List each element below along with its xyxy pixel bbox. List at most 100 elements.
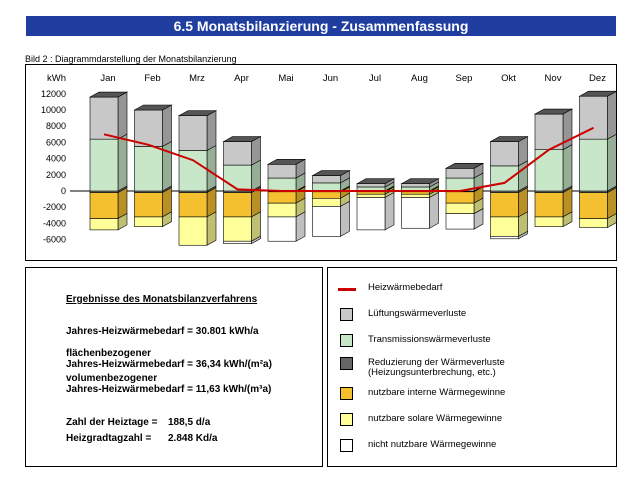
x-tick-label: Sep [456,73,473,84]
heating-days-label: Zahl der Heiztage = [66,417,158,428]
bar-segment-gain [534,192,564,218]
legend-label: Lüftungswärmeverluste [368,308,467,319]
legend-label-line2: (Heizungsunterbrechung, etc.) [368,367,496,378]
bar-top-top [578,90,616,97]
x-tick-label: Mai [278,73,293,84]
legend-item-reduzierung: Reduzierung der Wärmeverluste (Heizungsu… [338,357,608,378]
bar-segment-loss-side [117,91,128,140]
bar-top-top [266,158,307,165]
x-tick-label: Mrz [189,73,205,84]
bar-segment-loss-side [206,144,217,192]
bar-segment-gain-side [117,187,128,220]
bar-top-top [400,178,440,185]
bar-segment-loss-side [162,140,172,192]
bar-top-top [222,136,262,142]
y-axis-unit: kWh [47,73,66,84]
degree-days-value: 2.848 Kd/a [168,433,218,444]
x-tick-label: Nov [545,73,562,84]
y-tick-label: 4000 [46,154,66,164]
bar-segment-loss [312,175,341,184]
legend-label-line1: Reduzierung der Wärmeverluste [368,357,505,368]
bar-segment-gain-side [429,191,439,229]
bar-segment-loss [223,141,252,166]
legend-label: nutzbare solare Wärmegewinne [368,413,503,424]
bar-top-top [311,170,351,176]
bar-segment-gain [534,216,564,227]
area-related-label: flächenbezogener [66,348,152,359]
legend-line-swatch [338,288,356,291]
x-tick-label: Apr [234,73,249,84]
bar-segment-loss [534,113,564,150]
degree-days-label: Heizgradtagzahl = [66,433,152,444]
chart-caption: Bild 2 : Diagrammdarstellung der Monatsb… [25,54,237,64]
x-tick-label: Dez [589,73,606,84]
legend-label: nutzbare interne Wärmegewinne [368,387,506,398]
x-tick-label: Jun [323,73,338,84]
bar-segment-gain [134,192,163,218]
legend-item-intern: nutzbare interne Wärmegewinne [338,387,608,407]
bar-segment-loss [312,182,341,192]
bar-segment-gain-side [607,187,616,220]
bar-segment-gain [223,192,252,218]
legend-swatch [340,439,353,452]
page-header: 6.5 Monatsbilanzierung - Zusammenfassung [26,16,616,36]
legend-label: Heizwärmebedarf [368,282,443,293]
bar-segment-gain [89,218,119,231]
y-tick-label: 8000 [46,121,66,131]
bar-segment-loss [89,96,119,140]
x-tick-label: Okt [501,73,516,84]
bar-segment-loss-side [162,104,172,147]
bar-segment-gain [401,191,430,195]
bar-segment-gain [134,216,163,227]
x-tick-label: Feb [144,73,160,84]
legend-item-transmission: Transmissionswärmeverluste [338,334,608,354]
bar-segment-gain [312,191,341,199]
y-tick-label: -4000 [43,218,66,228]
bar-top-top [177,110,218,116]
bar-segment-loss [267,177,297,192]
bar-segment-loss-side [117,133,128,192]
bar-segment-loss-side [607,91,616,140]
x-tick-label: Jul [369,73,381,84]
bar-segment-gain [490,192,519,218]
chart-panel: kWh 12000 -6000 -4000 -2000 0 2000 4000 6000 8000… [25,64,617,261]
results-panel: Ergebnisse des Monatsbilanzverfahrens Ja… [25,267,323,467]
x-tick-label: Aug [411,73,428,84]
bar-segment-gain [356,193,386,198]
bar-segment-gain [267,216,297,242]
legend-item-solar: nutzbare solare Wärmegewinne [338,413,608,433]
bar-segment-loss [490,141,519,167]
bar-top-top [355,178,396,185]
bar-segment-loss [267,163,297,179]
bar-segment-gain [490,216,519,237]
annual-heat-demand: Jahres-Heizwärmebedarf = 30.801 kWh/a [66,326,259,337]
bar-segment-gain [267,191,297,204]
legend-swatch [340,387,353,400]
bar-segment-gain [445,213,475,230]
legend-label: Transmissionswärmeverluste [368,334,491,345]
area-related-value: Jahres-Heizwärmebedarf = 36,34 kWh/(m²a) [66,359,272,370]
bar-segment-loss [579,138,608,192]
bar-segment-loss [134,146,163,192]
bar-segment-gain [312,197,341,207]
y-tick-label: -2000 [43,202,66,212]
bar-segment-loss-side [251,159,261,192]
bar-top-top [133,104,173,111]
legend-swatch [340,334,353,347]
bar-segment-gain [401,193,430,198]
bar-segment-gain-side [340,200,350,237]
bar-segment-gain [223,216,252,242]
bar-segment-loss [490,165,519,192]
bar-segment-loss-side [206,110,217,152]
bar-segment-gain [178,192,208,218]
bar-segment-loss [89,138,119,192]
bar-top-top [88,91,129,98]
legend-item-lueftung: Lüftungswärmeverluste [338,308,608,328]
bar-segment-loss [178,115,208,151]
x-tick-label: Jan [100,73,115,84]
heizwaermebedarf-line [103,126,594,192]
y-tick-label: 6000 [46,137,66,147]
bar-top-top [444,163,485,169]
bar-segment-gain [445,191,475,204]
y-tick-label: 2000 [46,170,66,180]
